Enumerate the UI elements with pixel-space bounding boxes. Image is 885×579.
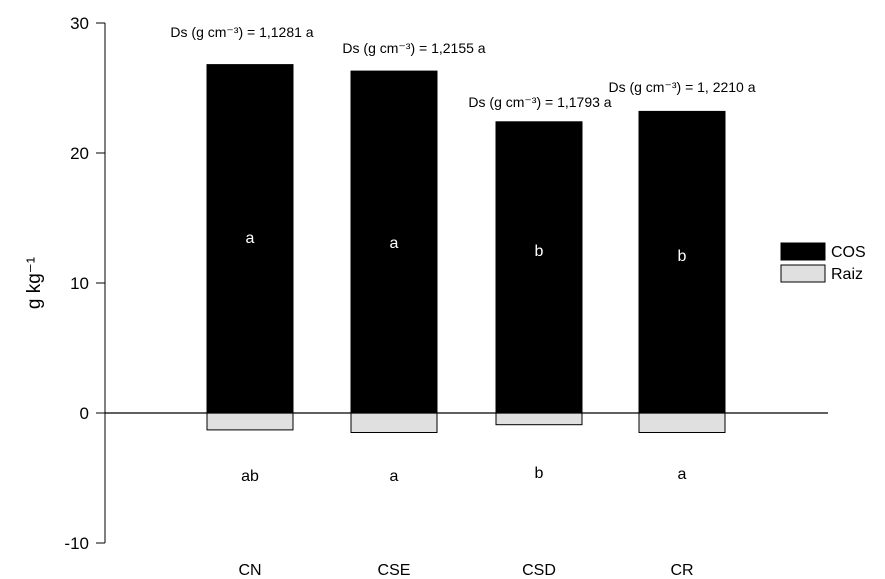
legend: COS Raiz [780, 242, 866, 283]
raiz-significance-letter: a [678, 466, 687, 483]
labels-layer: CN CSE CSD CRa a b bab a b aDs (g cm⁻³) = 1,1281 … [170, 24, 755, 579]
bar-cos-cn [206, 64, 294, 414]
cos-significance-letter: b [678, 248, 687, 265]
cos-significance-letter: b [535, 243, 544, 260]
y-tick-label: 30 [70, 14, 89, 33]
category-label: CSD [522, 562, 556, 579]
density-annotation: Ds (g cm⁻³) = 1,1793 a [468, 94, 611, 110]
legend-swatch-cos [780, 242, 826, 261]
density-annotation: Ds (g cm⁻³) = 1,2155 a [342, 40, 485, 56]
bars-layer [206, 64, 726, 433]
y-tick-label: 20 [70, 144, 89, 163]
category-label: CR [670, 562, 693, 579]
legend-label: Raiz [831, 266, 863, 283]
category-label: CSE [378, 562, 411, 579]
bar-cos-csd [495, 121, 583, 414]
density-annotation: Ds (g cm⁻³) = 1, 2210 a [608, 79, 755, 95]
y-tick-label: 0 [80, 404, 89, 423]
bar-raiz-cr [638, 412, 726, 433]
bar-cos-cse [350, 70, 438, 414]
legend-label: COS [831, 244, 866, 261]
cos-significance-letter: a [390, 235, 399, 252]
bar-cos-cr [638, 110, 726, 414]
bar-raiz-csd [495, 412, 583, 426]
y-tick-label: -10 [64, 534, 89, 553]
legend-swatch-raiz [780, 264, 826, 283]
raiz-significance-letter: a [390, 468, 399, 485]
axes-layer: -10 0 10 20 30 g kg⁻¹ [24, 14, 828, 553]
bar-raiz-cse [350, 412, 438, 433]
cos-significance-letter: a [246, 230, 255, 247]
y-axis-label: g kg⁻¹ [24, 257, 45, 309]
raiz-significance-letter: b [535, 465, 544, 482]
bar-raiz-cn [206, 412, 294, 431]
y-tick-label: 10 [70, 274, 89, 293]
raiz-significance-letter: ab [241, 468, 259, 485]
density-annotation: Ds (g cm⁻³) = 1,1281 a [170, 24, 313, 40]
category-label: CN [238, 562, 261, 579]
